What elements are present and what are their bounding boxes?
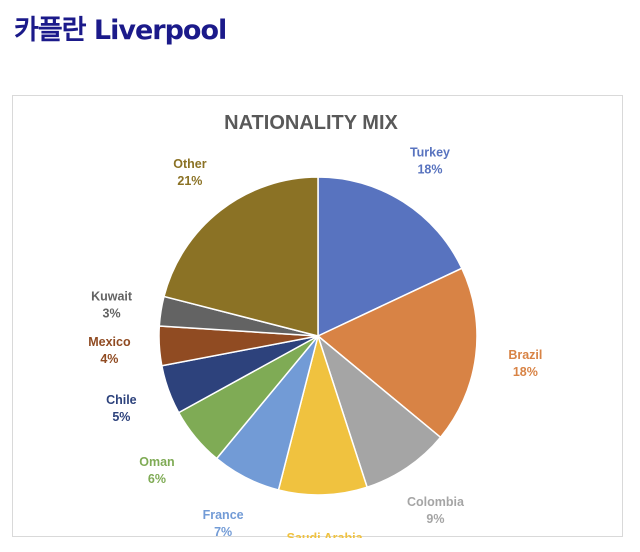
slice-value-kuwait: 3%	[103, 306, 121, 320]
pie-slice-brazil	[316, 267, 478, 439]
slice-value-mexico: 4%	[100, 352, 118, 366]
pie-slices	[158, 176, 478, 496]
slice-label-other: Other	[173, 157, 206, 171]
pie-labels: Turkey 18% Brazil 18% Colombia 9% Saudi Arabia…	[88, 146, 542, 538]
slice-label-france: France	[203, 508, 244, 522]
slice-value-oman: 6%	[148, 472, 166, 486]
slice-label-oman: Oman	[139, 455, 174, 469]
slice-label-saudi-arabia: Saudi Arabia	[287, 531, 364, 538]
slice-value-france: 7%	[214, 525, 232, 538]
pie-slice-colombia	[316, 333, 442, 489]
slice-value-brazil: 18%	[513, 365, 538, 379]
chart-frame: NATIONALITY MIX Turkey 18% Brazil 18% Colomb…	[12, 95, 623, 538]
slice-label-turkey: Turkey	[410, 146, 450, 160]
slice-label-brazil: Brazil	[508, 348, 542, 362]
pie-slice-turkey	[317, 176, 463, 338]
page-title: 카플란 Liverpool	[14, 15, 227, 46]
slice-value-chile: 5%	[112, 410, 130, 424]
chart-title: NATIONALITY MIX	[224, 112, 398, 134]
slice-value-turkey: 18%	[417, 163, 442, 177]
slice-label-colombia: Colombia	[407, 495, 465, 509]
pie-slice-saudi-arabia	[277, 333, 369, 496]
slice-value-colombia: 9%	[426, 512, 444, 526]
slice-label-chile: Chile	[106, 393, 137, 407]
slice-value-other: 21%	[177, 174, 202, 188]
pie-slice-other	[163, 176, 319, 337]
pie-chart: NATIONALITY MIX Turkey 18% Brazil 18% Colomb…	[88, 112, 542, 538]
slice-label-kuwait: Kuwait	[91, 289, 133, 303]
slice-label-mexico: Mexico	[88, 335, 131, 349]
